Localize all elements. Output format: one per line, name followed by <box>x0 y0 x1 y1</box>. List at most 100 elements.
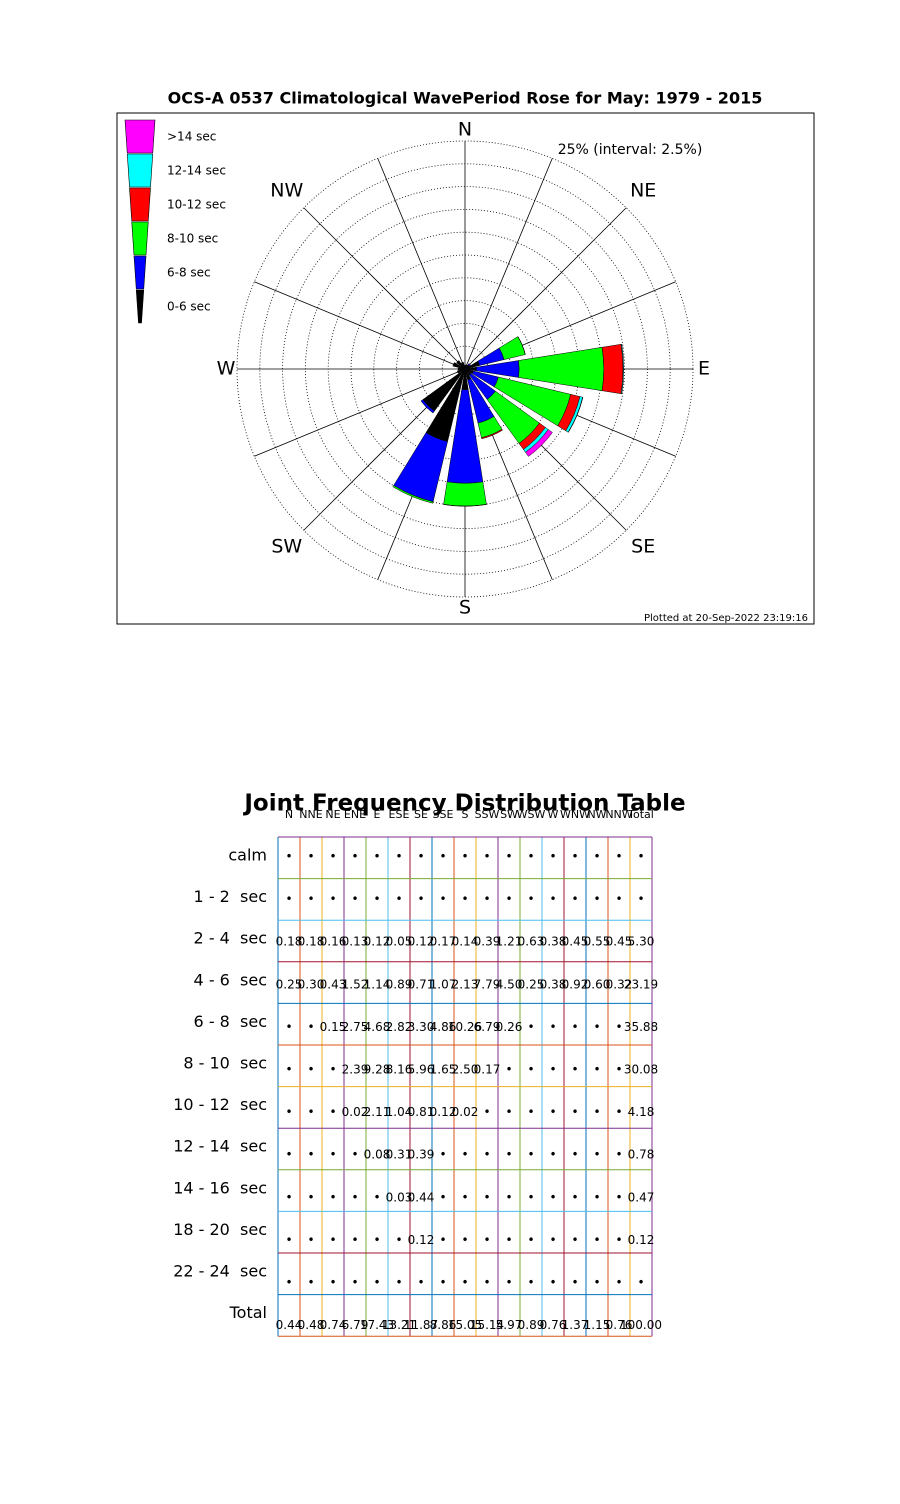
legend-swatch <box>134 256 146 289</box>
table-cell: • <box>615 1190 622 1204</box>
column-header: S <box>462 808 469 821</box>
row-label: Total <box>229 1303 267 1322</box>
table-cell: • <box>395 892 402 906</box>
table-cell: • <box>637 892 644 906</box>
ring-label: 25% (interval: 2.5%) <box>558 142 703 158</box>
table-cell: • <box>483 1148 490 1162</box>
table-cell: • <box>615 1233 622 1247</box>
table-cell: 0.02 <box>452 1105 479 1119</box>
table-cell: • <box>527 1020 534 1034</box>
table-cell: • <box>351 1276 358 1290</box>
table-cell: • <box>439 850 446 864</box>
direction-label: N <box>458 119 472 141</box>
table-cell: • <box>307 1276 314 1290</box>
column-header: ENE <box>344 808 366 821</box>
table-cell: • <box>505 1276 512 1290</box>
column-header: NW <box>587 808 606 821</box>
column-header: SSE <box>433 808 454 821</box>
table-cell: • <box>417 1276 424 1290</box>
table-cell: • <box>483 892 490 906</box>
table-cell: • <box>483 1190 490 1204</box>
legend-label: >14 sec <box>167 130 216 144</box>
table-cell: • <box>615 1276 622 1290</box>
table-cell: • <box>307 1063 314 1077</box>
table-cell: • <box>285 1148 292 1162</box>
table-cell: • <box>571 1148 578 1162</box>
table-cell: • <box>351 892 358 906</box>
table-cell: • <box>285 1233 292 1247</box>
table-cell: • <box>527 892 534 906</box>
table-cell: 0.78 <box>628 1148 655 1162</box>
table-cell: • <box>527 1190 534 1204</box>
table-cell: • <box>373 892 380 906</box>
table-cell: • <box>329 1063 336 1077</box>
direction-label: SW <box>271 536 302 558</box>
table-cell: • <box>417 850 424 864</box>
row-label: 8 - 10 sec <box>183 1054 267 1073</box>
table-cell: • <box>285 1190 292 1204</box>
rose-segment <box>444 482 487 506</box>
row-label: calm <box>228 846 267 865</box>
table-cell: • <box>637 850 644 864</box>
table-cell: • <box>351 1190 358 1204</box>
table-cell: • <box>527 1233 534 1247</box>
table-cell: • <box>571 1233 578 1247</box>
direction-label: NE <box>630 179 656 201</box>
table-cell: • <box>549 892 556 906</box>
table-cell: • <box>615 1105 622 1119</box>
table-cell: • <box>505 1105 512 1119</box>
table-cell: • <box>505 1190 512 1204</box>
column-header: ESE <box>389 808 410 821</box>
row-label: 1 - 2 sec <box>194 887 267 906</box>
table-cell: • <box>549 1020 556 1034</box>
table-cell: • <box>527 1148 534 1162</box>
table-cell: 0.39 <box>408 1148 435 1162</box>
direction-label: S <box>459 597 471 619</box>
table-cell: • <box>329 1233 336 1247</box>
table-cell: • <box>571 1276 578 1290</box>
table-cell: • <box>593 892 600 906</box>
table-cell: • <box>593 1190 600 1204</box>
table-cell: • <box>285 1063 292 1077</box>
table-cell: • <box>571 892 578 906</box>
legend-label: 0-6 sec <box>167 300 211 314</box>
table-cell: • <box>329 1148 336 1162</box>
table-cell: • <box>351 1148 358 1162</box>
table-cell: • <box>615 1148 622 1162</box>
table-cell: • <box>637 1276 644 1290</box>
table-cell: • <box>439 1233 446 1247</box>
table-cell: • <box>373 1190 380 1204</box>
table-cell: • <box>593 850 600 864</box>
table-cell: • <box>307 1233 314 1247</box>
table-cell: • <box>461 1148 468 1162</box>
table-cell: 23.19 <box>624 977 658 991</box>
row-label: 12 - 14 sec <box>173 1137 267 1156</box>
rose-segment <box>602 344 623 393</box>
table-cell: • <box>549 1105 556 1119</box>
table-cell: 0.12 <box>628 1233 655 1247</box>
table-cell: • <box>417 892 424 906</box>
chart-title: OCS-A 0537 Climatological WavePeriod Ros… <box>168 89 763 108</box>
legend-label: 8-10 sec <box>167 232 218 246</box>
table-cell: • <box>571 1190 578 1204</box>
table-cell: • <box>329 1190 336 1204</box>
column-header: SE <box>414 808 428 821</box>
table-cell: • <box>373 850 380 864</box>
table-cell: • <box>351 850 358 864</box>
table-cell: • <box>549 1233 556 1247</box>
table-cell: 4.18 <box>628 1105 655 1119</box>
table-cell: • <box>461 1233 468 1247</box>
table-cell: 0.44 <box>408 1190 435 1204</box>
table-cell: • <box>285 892 292 906</box>
table-cell: • <box>285 1105 292 1119</box>
table-cell: • <box>483 1233 490 1247</box>
table-cell: • <box>549 1148 556 1162</box>
column-header: E <box>374 808 381 821</box>
table-cell: • <box>593 1233 600 1247</box>
table-cell: 5.30 <box>628 935 655 949</box>
row-label: 4 - 6 sec <box>194 970 267 989</box>
table-cell: • <box>615 850 622 864</box>
table-cell: • <box>395 1276 402 1290</box>
table-cell: • <box>505 850 512 864</box>
